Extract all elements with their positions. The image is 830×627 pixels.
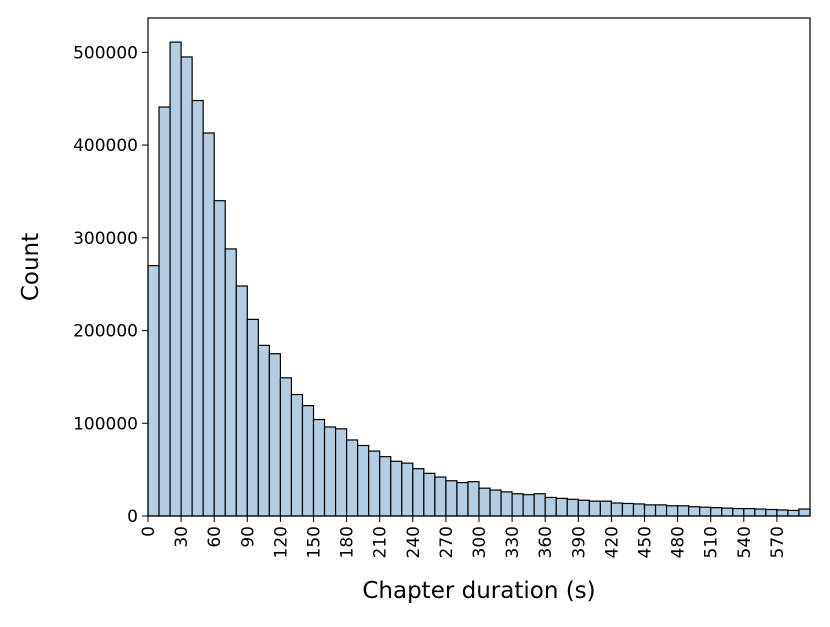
bar [357,444,370,517]
bar [555,497,568,517]
x-tick-label: 300 [470,526,490,558]
bar [798,508,811,517]
bar [599,500,612,517]
bar [699,506,712,517]
bar [346,439,359,517]
bar [290,393,304,517]
x-tick-label: 120 [271,526,291,558]
x-tick-label: 540 [735,526,755,558]
y-axis-label: Count [18,233,44,301]
bar [368,450,381,517]
bar [710,507,723,517]
bar [511,493,524,517]
bar [301,405,315,517]
bar [169,41,182,517]
bar [577,499,590,517]
y-tick-label: 0 [127,507,138,527]
bar [632,503,646,517]
bar [246,318,259,517]
bar [445,480,458,517]
bar [754,508,767,517]
x-tick-label: 90 [238,526,258,548]
bar [323,426,337,517]
bar [732,507,745,517]
bar [743,507,756,517]
x-tick-label: 570 [768,526,788,558]
bar [423,472,436,517]
bar [478,487,491,517]
x-tick-label: 330 [503,526,523,558]
bar [544,496,557,517]
y-tick-label: 500000 [73,43,138,63]
bar [334,428,348,517]
x-tick-label: 240 [404,526,424,558]
bar [721,507,734,517]
x-tick-label: 210 [371,526,391,558]
bar [434,476,447,517]
bar [654,504,668,517]
bar [688,506,701,517]
bar [268,353,282,517]
y-tick-label: 100000 [73,414,138,434]
bar [566,498,579,517]
bar [257,344,270,517]
bar [312,418,326,517]
bar [202,132,215,517]
x-tick-label: 480 [669,526,689,558]
x-tick-label: 150 [305,526,325,558]
bar [279,377,293,517]
bar [158,106,171,517]
bar [643,504,657,517]
x-tick-label: 0 [139,526,159,537]
bar [456,482,469,517]
bar [401,462,414,517]
bar [224,248,237,517]
bar [412,468,425,517]
y-tick-label: 200000 [73,322,138,342]
bar [787,509,800,517]
x-axis-label: Chapter duration (s) [362,578,595,604]
bar [390,460,403,517]
bar [180,56,193,517]
x-tick-label: 420 [602,526,622,558]
bar [379,456,392,517]
bar [522,494,535,517]
x-tick-label: 180 [338,526,358,558]
bar [235,285,248,517]
y-tick-label: 400000 [73,136,138,156]
bar [676,505,690,517]
bar [489,489,502,517]
x-tick-label: 270 [437,526,457,558]
y-tick-label: 300000 [73,229,138,249]
bar [147,265,160,517]
plot-frame [147,17,811,517]
x-tick-label: 390 [569,526,589,558]
bar [621,502,635,517]
bar [665,505,679,517]
bar [213,200,226,517]
x-tick-label: 30 [172,526,192,548]
bar [191,99,204,517]
x-tick-label: 510 [702,526,722,558]
bar [533,493,546,517]
bar [588,500,601,517]
x-tick-label: 450 [636,526,656,558]
bar [776,509,789,517]
x-tick-label: 360 [536,526,556,558]
bar [765,508,778,517]
bar [467,481,480,517]
x-tick-label: 60 [205,526,225,548]
bar [610,502,624,517]
bar [500,491,513,517]
